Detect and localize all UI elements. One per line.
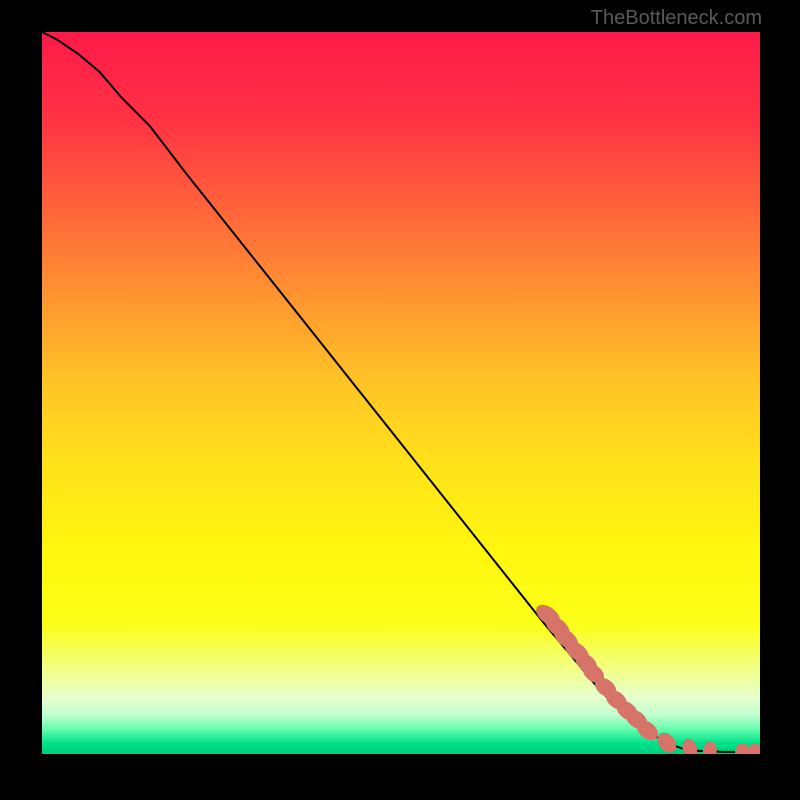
chart-container: TheBottleneck.com — [0, 0, 800, 800]
bottleneck-chart — [42, 32, 760, 754]
watermark-text: TheBottleneck.com — [591, 7, 762, 30]
gradient-background — [42, 32, 760, 754]
